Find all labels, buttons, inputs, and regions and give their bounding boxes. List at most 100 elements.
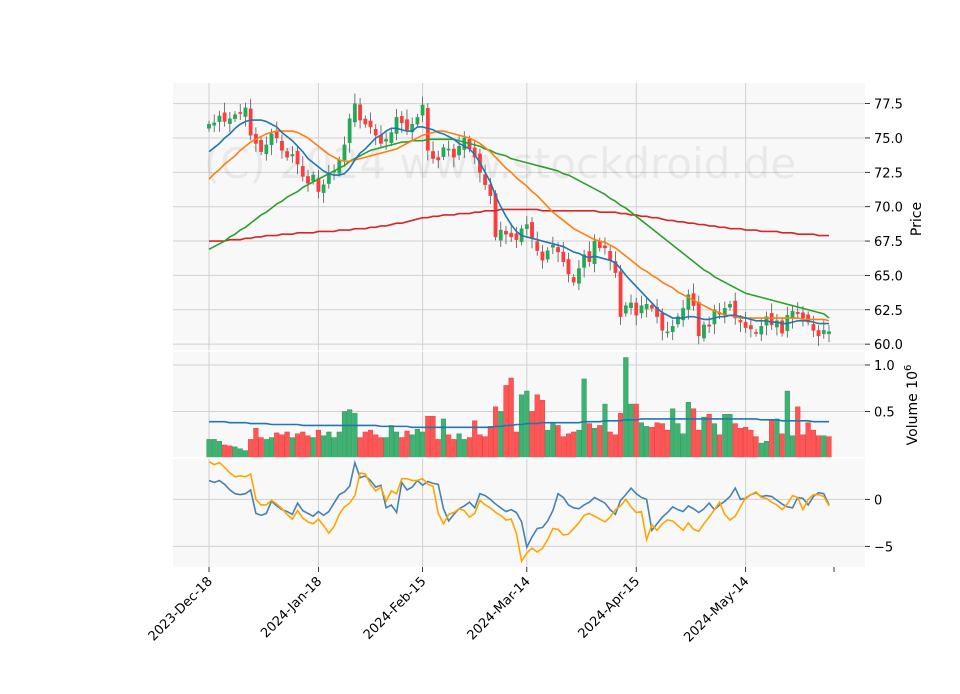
candle-body [665, 331, 670, 334]
volume-bar [472, 420, 478, 459]
volume-bar [482, 436, 488, 459]
candle-body [389, 132, 394, 143]
x-tick-label: 2023-Dec-18 [146, 574, 216, 644]
candle-body [780, 320, 785, 334]
candle-body [358, 104, 362, 121]
volume-bar [586, 423, 592, 459]
candle-body [483, 174, 488, 185]
candle-body [806, 314, 811, 323]
volume-bar [357, 437, 363, 459]
candle-body [769, 313, 774, 326]
volume-bar [331, 437, 337, 459]
volume-bar [743, 427, 749, 459]
volume-bar [300, 431, 306, 459]
volume-average-line [209, 418, 829, 429]
volume-bar [769, 420, 775, 459]
price-tick-label: 67.5 [874, 235, 903, 250]
oscillator-tick-label: 0 [874, 493, 882, 508]
x-tick-label: 2024-May-14 [681, 574, 752, 645]
volume-bar [430, 415, 436, 459]
candle-body [514, 233, 519, 240]
volume-tick-label: 1.0 [874, 359, 895, 374]
candle-body [420, 104, 425, 116]
candle-body [207, 124, 211, 129]
volume-bar [711, 423, 717, 459]
volume-bar [341, 411, 348, 459]
volume-bar [216, 441, 222, 459]
candle-body [399, 116, 404, 124]
candle-body [618, 271, 623, 317]
volume-bar [555, 425, 561, 459]
volume-bar [576, 429, 582, 459]
volume-bar [378, 437, 384, 459]
volume-bar [383, 437, 389, 459]
candle-body [337, 159, 342, 174]
volume-bar [722, 414, 728, 459]
volume-bar [237, 448, 243, 459]
volume-bar [232, 446, 238, 459]
volume-bar [539, 400, 545, 459]
volume-bar [597, 425, 603, 459]
volume-bar [321, 435, 327, 459]
volume-bar [513, 431, 519, 459]
volume-bar [534, 394, 540, 459]
volume-bar [519, 394, 525, 459]
volume-bar [362, 431, 368, 459]
candle-body [306, 176, 310, 184]
volume-bar [805, 422, 811, 459]
volume-bar [784, 390, 790, 459]
volume-bar [347, 409, 353, 459]
volume-axis-label: Volume 106 [903, 365, 921, 446]
candle-body [451, 148, 456, 158]
candle-body [811, 324, 816, 331]
volume-bar [644, 426, 650, 459]
candle-body [634, 302, 639, 316]
volume-bar [810, 429, 816, 459]
candle-body [795, 312, 800, 315]
candle-body [326, 174, 331, 184]
price-tick-label: 62.5 [874, 304, 903, 319]
volume-bar [352, 413, 358, 459]
candle-body [686, 294, 691, 310]
volume-bar [451, 439, 457, 459]
candle-body [373, 128, 378, 136]
volume-bar [295, 433, 301, 459]
volume-bar [435, 439, 441, 459]
volume-bar [779, 433, 785, 459]
candle-body [759, 326, 764, 335]
volume-bar [263, 439, 269, 459]
volume-bar [826, 436, 832, 459]
candle-body [462, 137, 467, 150]
price-tick-label: 77.5 [874, 98, 903, 113]
candle-body [498, 229, 503, 241]
candle-body [582, 254, 587, 268]
volume-bar [404, 430, 410, 459]
candle-body [801, 312, 805, 319]
volume-bar [795, 406, 801, 459]
volume-bar [612, 434, 618, 459]
candle-body [238, 112, 243, 114]
candle-body [639, 305, 644, 314]
volume-bar [732, 423, 738, 459]
volume-bar [326, 431, 332, 459]
volume-bar [763, 441, 770, 459]
candle-body [733, 300, 738, 319]
volume-bar [545, 429, 551, 459]
volume-bar [440, 418, 446, 459]
sma200-line [209, 208, 829, 242]
volume-bar [373, 434, 379, 459]
volume-bar [753, 436, 759, 459]
candle-body [222, 112, 227, 122]
candle-body [457, 146, 461, 156]
volume-bar [279, 434, 285, 459]
volume-bar [446, 434, 452, 459]
volume-bar [274, 432, 280, 459]
volume-bar [623, 357, 629, 459]
volume-bar [394, 431, 400, 459]
candle-body [352, 103, 357, 123]
volume-bar [690, 408, 697, 459]
candle-body [827, 331, 831, 334]
candle-body [415, 117, 420, 125]
candle-body [264, 144, 269, 155]
